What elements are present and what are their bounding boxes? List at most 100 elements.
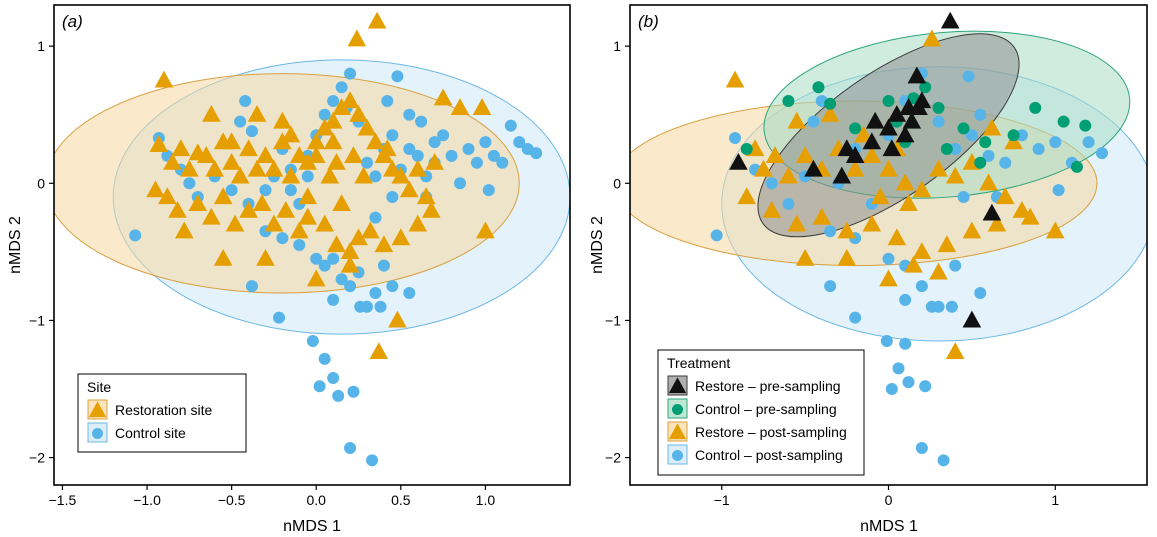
- data-point: [347, 29, 367, 47]
- data-point: [737, 187, 757, 205]
- data-point: [234, 115, 247, 128]
- data-point: [1095, 147, 1108, 160]
- data-point: [415, 115, 428, 128]
- data-point: [239, 200, 258, 218]
- data-point: [230, 166, 250, 184]
- data-point: [925, 300, 938, 313]
- data-point: [929, 262, 948, 280]
- data-point: [264, 214, 284, 232]
- data-point: [386, 191, 399, 203]
- y-tick-label: −1: [29, 312, 45, 328]
- data-point: [849, 122, 862, 135]
- data-point: [273, 311, 286, 324]
- legend-label: Restore – post-sampling: [695, 424, 847, 440]
- data-point: [922, 29, 942, 47]
- x-tick-label: 1.0: [476, 492, 496, 508]
- data-point: [754, 159, 773, 177]
- data-point: [892, 362, 905, 375]
- data-point: [479, 136, 492, 149]
- data-point: [779, 166, 798, 184]
- data-point: [849, 311, 862, 324]
- data-point: [899, 293, 912, 306]
- data-point: [882, 139, 902, 157]
- data-point: [820, 104, 840, 122]
- data-point: [999, 156, 1012, 169]
- data-point: [340, 91, 360, 109]
- legend-label: Control – pre-sampling: [695, 401, 837, 417]
- data-point: [904, 255, 923, 273]
- data-point: [740, 143, 753, 155]
- data-point: [306, 335, 319, 347]
- data-point: [154, 70, 174, 88]
- data-point: [213, 248, 233, 266]
- data-point: [332, 98, 351, 115]
- data-point: [399, 180, 419, 198]
- data-point: [880, 335, 893, 347]
- data-point: [982, 149, 995, 162]
- data-point: [1045, 221, 1065, 239]
- data-point: [899, 337, 912, 350]
- data-point: [915, 280, 928, 293]
- data-point: [306, 269, 326, 287]
- legend-title: Site: [87, 379, 111, 395]
- data-point: [895, 173, 915, 191]
- data-point: [340, 255, 360, 273]
- data-point: [381, 95, 394, 107]
- data-point: [276, 200, 296, 218]
- data-point: [1049, 136, 1062, 149]
- data-point: [327, 372, 340, 385]
- data-point: [974, 108, 987, 121]
- data-point: [1012, 200, 1032, 218]
- data-point: [919, 81, 932, 94]
- x-tick-label: 1: [1051, 492, 1059, 508]
- data-point: [887, 228, 907, 246]
- data-point: [335, 273, 348, 286]
- data-point: [882, 95, 895, 107]
- data-point: [146, 180, 165, 198]
- data-point: [327, 95, 340, 107]
- x-tick-label: 0.5: [391, 492, 411, 508]
- data-point: [787, 214, 807, 232]
- data-point: [129, 229, 142, 242]
- data-point: [320, 166, 340, 184]
- data-point: [183, 177, 196, 190]
- data-point: [310, 252, 323, 265]
- legend-box: [657, 349, 865, 476]
- panel-a-x-axis-label: nMDS 1: [283, 518, 341, 535]
- data-point: [273, 132, 292, 150]
- data-point: [202, 207, 221, 225]
- data-point: [273, 111, 292, 129]
- data-point: [949, 259, 962, 272]
- data-point: [865, 111, 885, 129]
- data-point: [1070, 160, 1083, 173]
- data-point: [202, 104, 221, 122]
- data-point: [782, 95, 795, 107]
- data-point: [1052, 184, 1065, 197]
- x-tick-label: −1.0: [133, 492, 161, 508]
- data-point: [807, 115, 820, 128]
- data-point: [383, 159, 402, 177]
- data-point: [361, 221, 380, 239]
- data-point: [323, 111, 343, 129]
- panel-b: −1 0 1 −2 −1 0 1 (b) nMDS 1 nMDS 2 Treatment R…: [589, 4, 1148, 535]
- data-point: [315, 118, 334, 136]
- panel-b-x-axis-label: nMDS 1: [860, 518, 918, 535]
- data-point: [168, 200, 187, 218]
- data-point: [725, 70, 745, 88]
- data-point: [281, 125, 301, 143]
- data-point: [158, 187, 177, 205]
- data-point: [1082, 136, 1095, 149]
- data-point: [987, 214, 1007, 232]
- data-point: [149, 135, 169, 152]
- x-tick-label: −1: [714, 492, 730, 508]
- data-point: [318, 259, 331, 272]
- data-point: [824, 97, 837, 110]
- data-point: [377, 139, 397, 157]
- data-point: [787, 111, 807, 129]
- data-point: [377, 259, 390, 272]
- data-point: [915, 441, 928, 454]
- data-point: [391, 228, 411, 246]
- data-point: [306, 132, 326, 150]
